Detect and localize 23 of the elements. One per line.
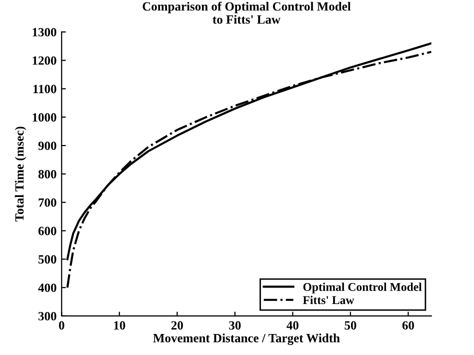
y-axis-title: Total Time (msec) — [14, 126, 26, 222]
y-tick-label: 300 — [38, 312, 56, 320]
y-tick-label: 900 — [38, 142, 56, 150]
x-tick-label: 40 — [286, 321, 298, 330]
legend-label: Fitts' Law — [302, 296, 354, 304]
y-tick-label: 500 — [38, 255, 56, 264]
y-tick-label: 1100 — [33, 84, 56, 94]
x-tick-label: 60 — [402, 321, 414, 330]
legend-label: Optimal Control Model — [303, 282, 422, 294]
x-tick-label: 50 — [344, 321, 356, 330]
x-tick-label: 10 — [114, 321, 126, 330]
x-tick-label: 20 — [171, 321, 183, 330]
y-tick-label: 1000 — [32, 113, 56, 122]
y-tick-label: 700 — [38, 198, 56, 207]
x-tick-label: 30 — [229, 321, 241, 330]
x-tick-label: 0 — [58, 321, 64, 330]
x-axis-title: Movement Distance / Target Width — [153, 334, 340, 345]
chart-title: Comparison of Optimal Control Model to Fitts' Law — [142, 2, 351, 24]
y-tick-label: 1300 — [32, 28, 56, 36]
y-tick-label: 400 — [38, 284, 56, 292]
y-tick-label: 800 — [38, 170, 56, 178]
y-tick-label: 1200 — [32, 56, 56, 65]
y-tick-label: 600 — [38, 226, 56, 236]
